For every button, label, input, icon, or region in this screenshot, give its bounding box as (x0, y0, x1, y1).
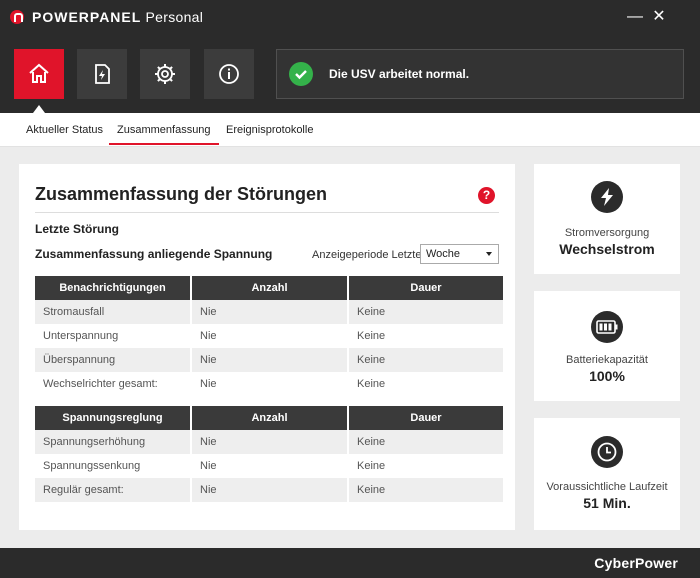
table-cell: Regulär gesamt: (35, 478, 190, 502)
divider (35, 212, 499, 213)
runtime-value: 51 Min. (583, 495, 631, 511)
cyberpower-logo: CyberPower (594, 555, 678, 571)
period-label: Anzeigeperiode Letzte (312, 249, 422, 261)
app-title-brand: POWERPANEL (32, 9, 142, 25)
table-cell: Unterspannung (35, 324, 190, 348)
battery-capacity-value: 100% (589, 368, 625, 384)
nav-energy-report-button[interactable] (77, 49, 127, 99)
table-header-row: Benachrichtigungen Anzahl Dauer (35, 276, 503, 300)
gear-icon (155, 64, 175, 84)
chevron-down-icon (486, 252, 492, 256)
table-cell: Keine (349, 454, 503, 478)
column-header: Benachrichtigungen (35, 276, 190, 300)
table-cell: Nie (192, 300, 347, 324)
battery-icon (591, 311, 623, 343)
tab-summary[interactable]: Zusammenfassung (109, 124, 219, 145)
table-row: Stromausfall Nie Keine (35, 300, 503, 324)
status-message: Die USV arbeitet normal. (329, 67, 470, 81)
table-cell: Keine (349, 430, 503, 454)
runtime-label: Voraussichtliche Laufzeit (546, 481, 668, 493)
main-navigation: Die USV arbeitet normal. (0, 34, 700, 113)
table-cell: Keine (349, 372, 503, 396)
table-cell: Nie (192, 372, 347, 396)
table-cell: Keine (349, 478, 503, 502)
column-header: Anzahl (192, 276, 347, 300)
tab-bar: Aktueller Status Zusammenfassung Ereigni… (0, 113, 700, 147)
battery-capacity-label: Batteriekapazität (566, 354, 648, 366)
check-icon (289, 62, 313, 86)
column-header: Anzahl (192, 406, 347, 430)
app-title: POWERPANEL Personal (32, 9, 203, 25)
table-cell: Keine (349, 348, 503, 372)
table-cell: Wechselrichter gesamt: (35, 372, 190, 396)
voltage-regulation-table: Spannungsreglung Anzahl Dauer Spannungse… (33, 406, 505, 502)
nav-settings-button[interactable] (140, 49, 190, 99)
table-header-row: Spannungsreglung Anzahl Dauer (35, 406, 503, 430)
home-icon (29, 63, 49, 83)
lightning-icon (591, 181, 623, 213)
nav-info-button[interactable] (204, 49, 254, 99)
voltage-summary-heading: Zusammenfassung anliegende Spannung (35, 247, 273, 261)
page-title: Zusammenfassung der Störungen (35, 184, 328, 204)
status-box: Die USV arbeitet normal. (276, 49, 684, 99)
last-fault-heading: Letzte Störung (35, 222, 119, 236)
table-row: Regulär gesamt: Nie Keine (35, 478, 503, 502)
battery-capacity-card: Batteriekapazität 100% (534, 291, 680, 401)
column-header: Dauer (349, 406, 503, 430)
power-source-value: Wechselstrom (559, 241, 655, 257)
power-source-label: Stromversorgung (564, 227, 650, 239)
table-cell: Nie (192, 454, 347, 478)
column-header: Dauer (349, 276, 503, 300)
notifications-table: Benachrichtigungen Anzahl Dauer Stromaus… (33, 276, 505, 396)
close-button[interactable]: ✕ (652, 8, 666, 25)
runtime-card: Voraussichtliche Laufzeit 51 Min. (534, 418, 680, 530)
powerpanel-logo-icon (10, 10, 24, 24)
table-row: Spannungssenkung Nie Keine (35, 454, 503, 478)
table-cell: Spannungserhöhung (35, 430, 190, 454)
table-row: Wechselrichter gesamt: Nie Keine (35, 372, 503, 396)
power-document-icon (95, 64, 110, 84)
table-cell: Nie (192, 430, 347, 454)
nav-home-button[interactable] (14, 49, 64, 113)
table-cell: Spannungssenkung (35, 454, 190, 478)
tab-current-status[interactable]: Aktueller Status (26, 124, 104, 136)
period-select-value: Woche (426, 248, 461, 260)
power-source-card: Stromversorgung Wechselstrom (534, 164, 680, 274)
title-bar: POWERPANEL Personal — ✕ (0, 0, 700, 34)
table-row: Überspannung Nie Keine (35, 348, 503, 372)
clock-icon (591, 436, 623, 468)
table-cell: Nie (192, 324, 347, 348)
table-cell: Überspannung (35, 348, 190, 372)
table-cell: Keine (349, 324, 503, 348)
minimize-button[interactable]: — (627, 8, 643, 25)
table-cell: Nie (192, 348, 347, 372)
app-title-edition: Personal (145, 9, 204, 25)
table-row: Spannungserhöhung Nie Keine (35, 430, 503, 454)
tab-event-logs[interactable]: Ereignisprotokolle (226, 124, 314, 136)
period-select[interactable]: Woche (420, 244, 499, 264)
table-cell: Keine (349, 300, 503, 324)
table-cell: Stromausfall (35, 300, 190, 324)
table-row: Unterspannung Nie Keine (35, 324, 503, 348)
info-icon (219, 64, 239, 84)
summary-panel: Zusammenfassung der Störungen ? Letzte S… (19, 164, 515, 530)
table-cell: Nie (192, 478, 347, 502)
footer: CyberPower (0, 548, 700, 578)
column-header: Spannungsreglung (35, 406, 190, 430)
help-icon[interactable]: ? (478, 187, 495, 204)
